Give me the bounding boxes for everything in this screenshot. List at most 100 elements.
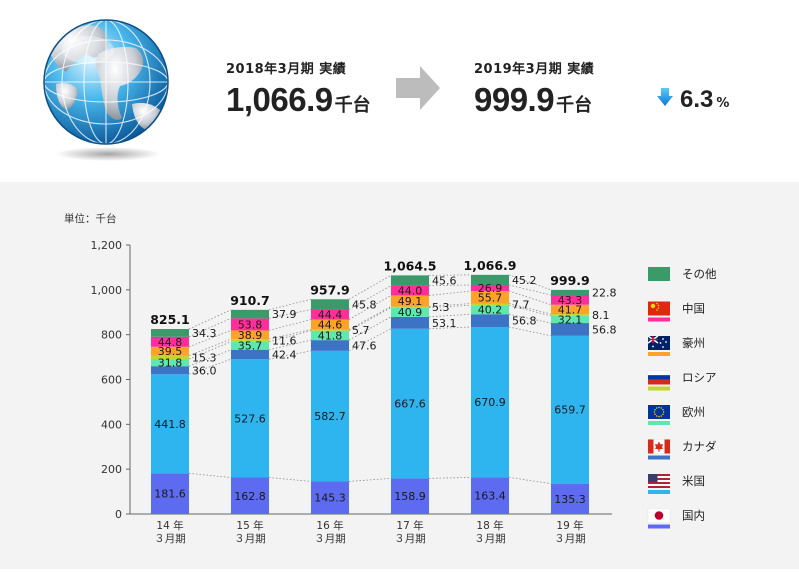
connector-line	[268, 350, 312, 360]
connector-line	[348, 306, 392, 330]
y-tick-label: 600	[101, 374, 122, 387]
bar-segment	[471, 303, 509, 306]
globe-icon	[43, 19, 169, 161]
bar-segment	[231, 477, 269, 514]
connector-line	[188, 358, 232, 375]
bar-segment	[151, 366, 189, 375]
legend-item: その他	[648, 267, 717, 281]
connector-line	[428, 303, 472, 307]
bar-total-label: 1,066.9	[464, 258, 517, 273]
data-label: 45.2	[512, 274, 537, 287]
connector-line	[508, 326, 552, 337]
bar-segment	[311, 309, 349, 320]
data-label: 36.0	[192, 364, 217, 377]
data-label: 44.4	[318, 309, 343, 322]
legend-swatch	[648, 317, 670, 322]
connector-line	[348, 295, 392, 320]
bar-segment	[391, 316, 429, 329]
data-label: 37.9	[272, 308, 297, 321]
y-tick-label: 1,000	[91, 284, 123, 297]
connector-line	[268, 477, 312, 482]
x-tick-label: ３月期	[154, 533, 186, 545]
data-label: 34.3	[192, 327, 217, 340]
bar-segment	[311, 350, 349, 482]
bar-segment	[151, 329, 189, 337]
data-label: 45.6	[432, 274, 457, 287]
x-tick-label: 16 年	[316, 519, 343, 532]
connector-line	[508, 284, 552, 296]
bar-segment	[391, 295, 429, 307]
data-label: 26.9	[478, 282, 503, 295]
data-label: 11.6	[272, 334, 297, 347]
legend-item: 中国	[648, 301, 705, 322]
connector-line	[188, 338, 232, 356]
data-label: 15.3	[192, 351, 217, 364]
x-tick-label: ３月期	[554, 533, 586, 545]
legend-item: 米国	[648, 474, 705, 494]
connector-line	[268, 330, 312, 343]
data-label: 44.6	[318, 318, 343, 331]
bar-segment	[311, 340, 349, 351]
change-indicator: 6.3 %	[656, 86, 729, 114]
connector-line	[268, 339, 312, 351]
legend-item: 豪州	[647, 335, 705, 356]
russia-flag-icon	[647, 370, 671, 385]
bar-total-label: 910.7	[230, 293, 270, 308]
bar-segment	[551, 315, 589, 324]
data-label: 163.4	[474, 490, 506, 503]
connector-line	[508, 304, 552, 317]
data-label: 41.7	[558, 303, 583, 316]
connector-line	[268, 319, 312, 331]
bar-segment	[551, 323, 589, 336]
bar-segment	[391, 285, 429, 296]
bar-segment	[231, 318, 269, 331]
bar-segment	[471, 284, 509, 292]
bar-segment	[471, 274, 509, 285]
data-label: 5.3	[432, 301, 450, 314]
prev-year-unit: 千台	[334, 95, 371, 116]
data-label: 181.6	[154, 488, 186, 501]
bar-segment	[231, 349, 269, 360]
australia-flag-icon	[647, 335, 670, 350]
bar-segment	[311, 319, 349, 330]
y-tick-label: 200	[101, 463, 122, 476]
x-tick-label: 17 年	[396, 519, 423, 532]
connector-line	[188, 309, 232, 330]
data-label: 670.9	[474, 396, 506, 409]
data-label: 44.0	[398, 285, 423, 298]
bar-segment	[551, 289, 589, 295]
x-tick-label: ３月期	[234, 533, 266, 545]
chart-area: 単位：千台 0 200 400 600 800 1,000 1,200 14 年 ３月期 15 年…	[0, 182, 799, 569]
data-label: 39.5	[158, 345, 183, 358]
bar-segment	[551, 335, 589, 484]
usa-flag-icon	[648, 474, 670, 488]
bar-segment	[151, 355, 189, 360]
connector-line	[348, 275, 392, 300]
bar-total-label: 825.1	[150, 312, 190, 327]
data-label: 49.1	[398, 295, 423, 308]
x-tick-label: ３月期	[314, 533, 346, 545]
bar-total-label: 999.9	[550, 273, 590, 288]
bar-segment	[231, 341, 269, 350]
y-tick-label: 1,200	[91, 239, 123, 252]
legend-swatch	[648, 490, 670, 494]
data-label: 441.8	[154, 418, 186, 431]
connector-line	[268, 298, 312, 311]
data-label: 45.8	[352, 298, 377, 311]
data-label: 43.3	[558, 294, 583, 307]
data-label: 40.2	[478, 304, 503, 317]
connector-line	[348, 477, 392, 482]
legend-item: ロシア	[647, 370, 717, 391]
data-label: 32.1	[558, 313, 583, 326]
data-label: 135.3	[554, 493, 586, 506]
data-label: 22.8	[592, 286, 617, 299]
data-label: 145.3	[314, 492, 346, 505]
canada-flag-icon	[647, 439, 671, 454]
connector-line	[348, 285, 392, 310]
bar-segment	[151, 359, 189, 367]
connector-line	[508, 274, 552, 291]
bar-segment	[231, 309, 269, 319]
data-label: 42.4	[272, 348, 297, 361]
summary-header: 2018年3月期 実績 1,066.9 千台 2019年3月期 実績 999.9 千…	[0, 0, 799, 182]
bar-segment	[471, 314, 509, 327]
